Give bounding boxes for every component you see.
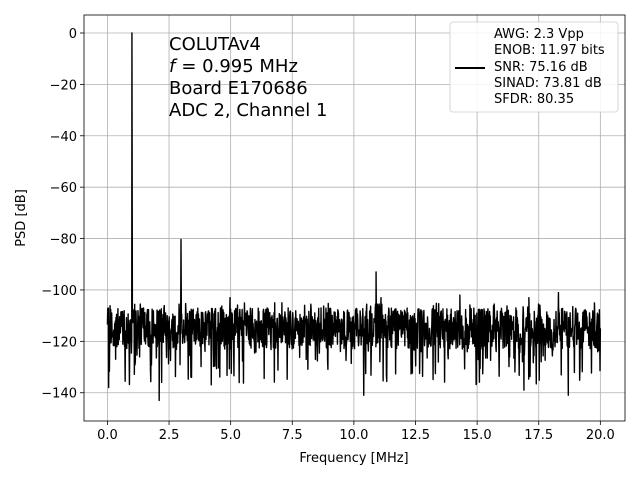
- x-tick-label: 0.0: [97, 428, 118, 443]
- legend-line-5: SFDR: 80.35: [494, 92, 574, 107]
- annotation-line-3: Board E170686: [169, 78, 308, 99]
- x-tick-label: 17.5: [524, 428, 553, 443]
- y-ticks: 0 −20 −40 −60 −80 −100 −120 −140: [41, 27, 84, 402]
- legend-line-4: SINAD: 73.81 dB: [494, 76, 602, 91]
- legend: AWG: 2.3 Vpp ENOB: 11.97 bits SNR: 75.16…: [449, 21, 619, 113]
- x-tick-label: 2.5: [159, 428, 180, 443]
- series-layer: [106, 32, 602, 402]
- y-tick-label: −100: [41, 284, 77, 299]
- legend-line-1: AWG: 2.3 Vpp: [494, 27, 584, 42]
- annotation-line-4: ADC 2, Channel 1: [169, 100, 327, 121]
- x-ticks: 0.0 2.5 5.0 7.5 10.0 12.5 15.0 17.5 20.0: [97, 421, 615, 443]
- annotation-line-2: f = 0.995 MHz: [169, 56, 298, 77]
- annotation-frequency: = 0.995 MHz: [181, 56, 298, 77]
- y-tick-label: −140: [41, 387, 77, 402]
- x-axis-label: Frequency [MHz]: [299, 451, 408, 466]
- x-tick-label: 7.5: [282, 428, 303, 443]
- x-tick-label: 10.0: [339, 428, 368, 443]
- grid-layer: [84, 15, 625, 421]
- y-tick-label: −40: [50, 130, 77, 145]
- y-tick-label: −20: [50, 78, 77, 93]
- x-tick-label: 15.0: [463, 428, 492, 443]
- plot-frame: [83, 14, 626, 422]
- y-tick-label: 0: [69, 27, 77, 42]
- y-tick-label: −60: [50, 181, 77, 196]
- x-tick-label: 5.0: [220, 428, 241, 443]
- legend-line-2: ENOB: 11.97 bits: [494, 43, 605, 58]
- legend-line-3: SNR: 75.16 dB: [494, 60, 588, 75]
- y-axis-label: PSD [dB]: [14, 189, 29, 247]
- y-tick-label: −80: [50, 233, 77, 248]
- x-tick-label: 20.0: [586, 428, 615, 443]
- annotation-f-symbol: f: [169, 56, 178, 77]
- psd-series-line: [106, 32, 602, 402]
- legend-box: [449, 21, 619, 113]
- x-tick-label: 12.5: [401, 428, 430, 443]
- annotation-block: COLUTAv4 f = 0.995 MHz Board E170686 ADC …: [169, 34, 327, 121]
- annotation-line-1: COLUTAv4: [169, 34, 261, 55]
- y-tick-label: −120: [41, 335, 77, 350]
